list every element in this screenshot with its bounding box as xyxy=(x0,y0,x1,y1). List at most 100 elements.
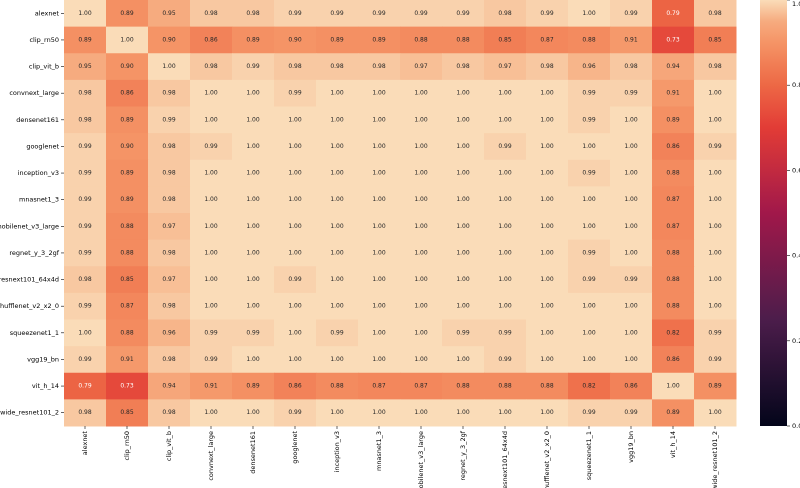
cell-value-label: 1.00 xyxy=(624,116,638,123)
heatmap-cell xyxy=(442,399,485,427)
cell-value-label: 0.89 xyxy=(78,36,92,43)
heatmap-cell xyxy=(610,346,653,374)
cell-value-label: 1.00 xyxy=(414,409,428,416)
cell-value-label: 1.00 xyxy=(288,143,302,150)
heatmap-cell xyxy=(694,26,737,54)
colorbar-tick-label: 0.2 xyxy=(792,337,800,345)
heatmap-cell xyxy=(274,133,317,161)
y-tick-label: resnext101_64x4d xyxy=(0,276,59,284)
cell-value-label: 1.00 xyxy=(246,90,260,97)
cell-value-label: 1.00 xyxy=(246,223,260,230)
cell-value-label: 0.99 xyxy=(78,356,92,363)
cell-value-label: 0.99 xyxy=(78,196,92,203)
heatmap-cell xyxy=(568,292,611,320)
heatmap-cell xyxy=(232,159,275,187)
heatmap-cell xyxy=(274,0,317,28)
heatmap-cell xyxy=(484,106,527,134)
heatmap-cell xyxy=(316,399,359,427)
heatmap-cell xyxy=(400,292,443,320)
heatmap-cell xyxy=(610,53,653,81)
cell-value-label: 1.00 xyxy=(372,356,386,363)
cell-value-label: 0.98 xyxy=(708,10,722,17)
heatmap-cell xyxy=(358,53,401,81)
heatmap-cell xyxy=(484,266,527,294)
cell-value-label: 0.99 xyxy=(582,249,596,256)
heatmap-cell xyxy=(526,186,569,214)
cell-value-label: 0.85 xyxy=(120,409,134,416)
cell-value-label: 0.89 xyxy=(330,36,344,43)
cell-value-label: 1.00 xyxy=(414,276,428,283)
heatmap-cell xyxy=(400,266,443,294)
cell-value-label: 1.00 xyxy=(498,196,512,203)
heatmap-cell xyxy=(358,159,401,187)
heatmap-cell xyxy=(148,79,191,107)
cell-value-label: 1.00 xyxy=(498,276,512,283)
heatmap-cell xyxy=(232,79,275,107)
cell-value-label: 1.00 xyxy=(708,170,722,177)
cell-value-label: 0.95 xyxy=(78,63,92,70)
cell-value-label: 1.00 xyxy=(372,303,386,310)
cell-value-label: 0.73 xyxy=(120,383,134,390)
heatmap-cell xyxy=(694,239,737,267)
heatmap-cell xyxy=(232,133,275,161)
cell-value-label: 0.85 xyxy=(120,276,134,283)
cell-value-label: 0.98 xyxy=(78,90,92,97)
heatmap-cell xyxy=(232,346,275,374)
heatmap-cell xyxy=(400,399,443,427)
heatmap-cell xyxy=(400,319,443,347)
heatmap-cell xyxy=(274,53,317,81)
y-tick-label: clip_rn50 xyxy=(29,36,59,44)
cell-value-label: 0.87 xyxy=(372,383,386,390)
heatmap-cell xyxy=(274,106,317,134)
heatmap-cell xyxy=(610,239,653,267)
heatmap-cell xyxy=(232,0,275,28)
cell-value-label: 0.87 xyxy=(120,303,134,310)
heatmap-cell xyxy=(652,26,695,54)
cell-value-label: 0.96 xyxy=(162,329,176,336)
cell-value-label: 0.89 xyxy=(666,116,680,123)
colorbar-tick-label: 0.4 xyxy=(792,252,800,260)
cell-value-label: 0.99 xyxy=(204,143,218,150)
cell-value-label: 1.00 xyxy=(540,276,554,283)
heatmap-cell xyxy=(484,133,527,161)
cell-value-label: 0.99 xyxy=(456,329,470,336)
cell-value-label: 0.97 xyxy=(162,223,176,230)
heatmap-cell xyxy=(484,372,527,400)
heatmap-cell xyxy=(316,346,359,374)
cell-value-label: 0.91 xyxy=(120,356,134,363)
cell-value-label: 1.00 xyxy=(540,116,554,123)
x-tick-label: mobilenet_v3_large xyxy=(417,431,425,488)
cell-value-label: 0.88 xyxy=(330,383,344,390)
cell-value-label: 0.91 xyxy=(624,36,638,43)
cell-value-label: 1.00 xyxy=(456,90,470,97)
heatmap-cell xyxy=(106,292,149,320)
y-tick-label: alexnet xyxy=(35,9,60,17)
heatmap-cell xyxy=(568,53,611,81)
cell-value-label: 1.00 xyxy=(582,143,596,150)
heatmap-cell xyxy=(316,79,359,107)
heatmap-cell xyxy=(484,53,527,81)
heatmap-cell xyxy=(148,133,191,161)
heatmap-cell xyxy=(568,26,611,54)
cell-value-label: 1.00 xyxy=(288,303,302,310)
cell-value-label: 0.88 xyxy=(666,249,680,256)
cell-value-label: 1.00 xyxy=(498,303,512,310)
cell-value-label: 0.87 xyxy=(414,383,428,390)
heatmap-cell xyxy=(484,399,527,427)
cell-value-label: 0.79 xyxy=(78,383,92,390)
heatmap-cell xyxy=(106,346,149,374)
cell-value-label: 0.89 xyxy=(120,10,134,17)
cell-value-label: 1.00 xyxy=(204,249,218,256)
y-tick-label: mnasnet1_3 xyxy=(19,196,59,204)
heatmap-cell xyxy=(64,266,107,294)
heatmap-cell xyxy=(274,213,317,241)
cell-value-label: 0.86 xyxy=(120,90,134,97)
cell-value-label: 1.00 xyxy=(456,170,470,177)
cell-value-label: 1.00 xyxy=(456,303,470,310)
cell-value-label: 1.00 xyxy=(582,196,596,203)
y-tick-label: shufflenet_v2_x2_0 xyxy=(0,302,59,310)
heatmap-cell xyxy=(148,186,191,214)
cell-value-label: 1.00 xyxy=(288,116,302,123)
cell-value-label: 0.99 xyxy=(162,116,176,123)
cell-value-label: 1.00 xyxy=(162,63,176,70)
